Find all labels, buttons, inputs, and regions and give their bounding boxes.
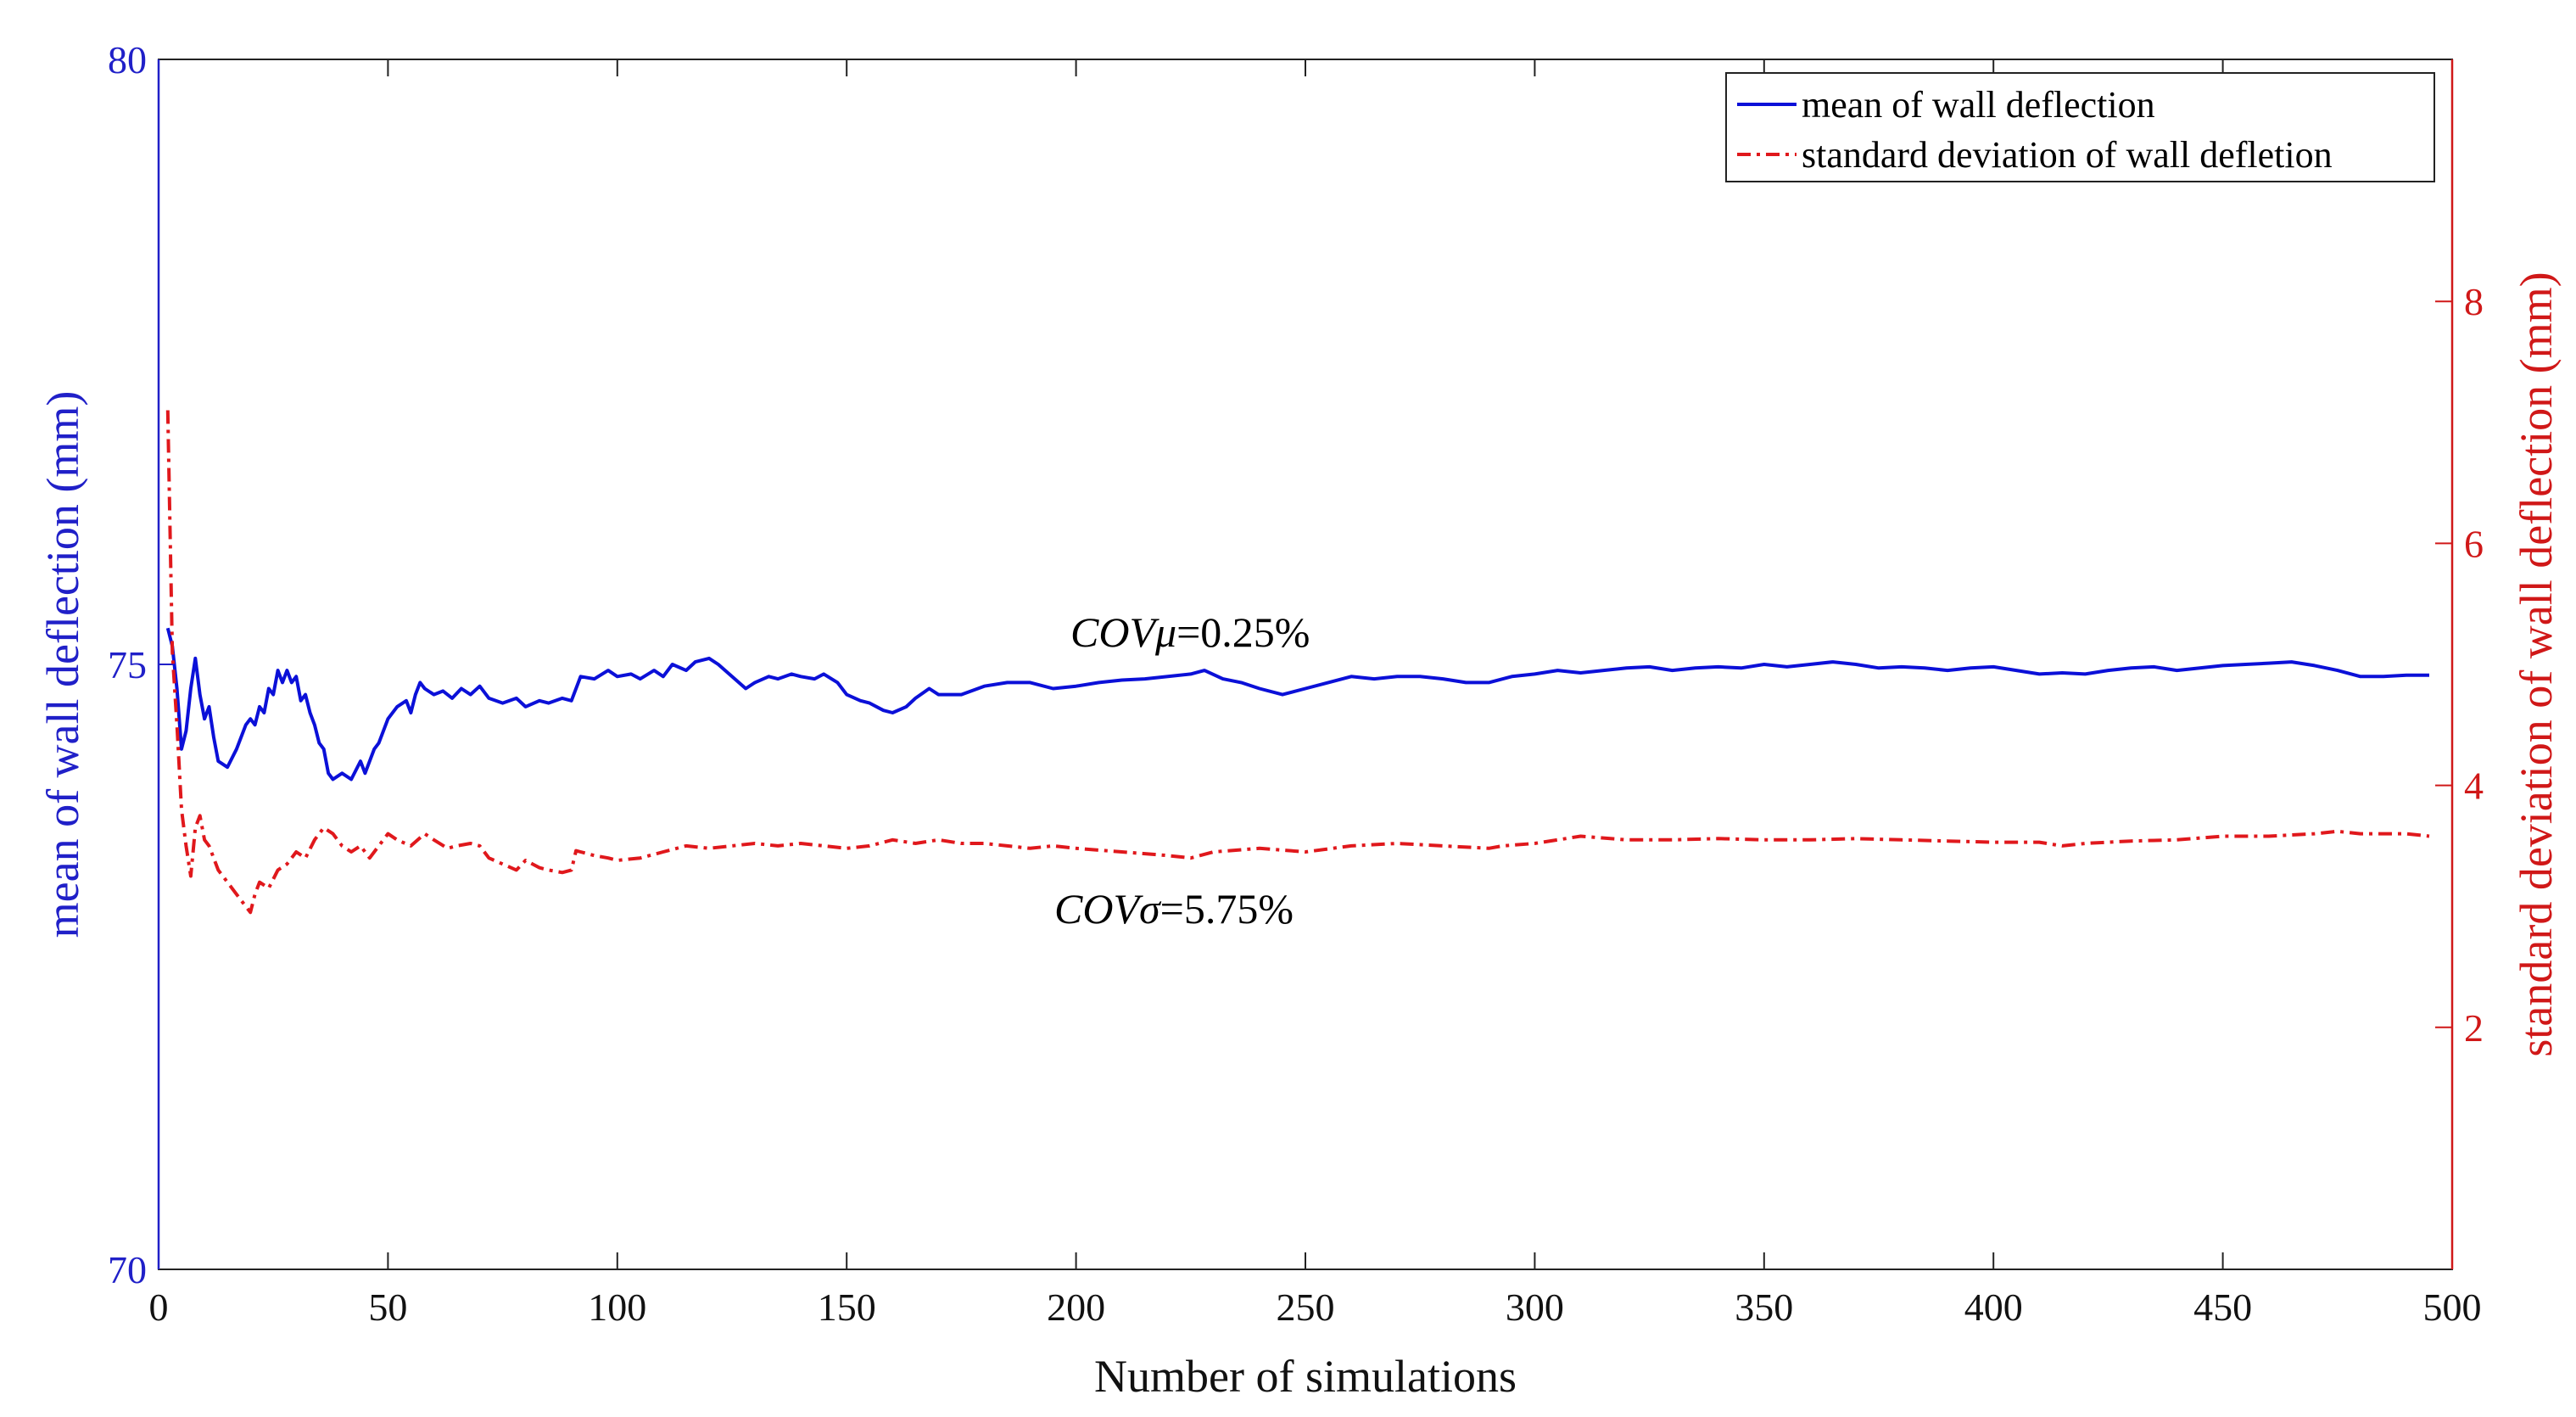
x-tick-label: 50 xyxy=(368,1285,407,1329)
x-tick-label: 300 xyxy=(1506,1285,1564,1329)
annotation-cov-mean-prefix: COV xyxy=(1070,608,1159,656)
x-tick-label: 100 xyxy=(588,1285,646,1329)
x-tick-label: 250 xyxy=(1277,1285,1335,1329)
right-y-tick-label: 8 xyxy=(2464,280,2484,323)
x-tick-label: 200 xyxy=(1047,1285,1105,1329)
right-y-tick-label: 6 xyxy=(2464,522,2484,565)
legend: mean of wall deflection standard deviati… xyxy=(1725,72,2435,182)
series-std-line xyxy=(165,410,2430,915)
annotation-cov-std-symbol: σ xyxy=(1139,885,1162,933)
right-y-tick-label: 4 xyxy=(2464,765,2484,808)
x-tick-label: 500 xyxy=(2423,1285,2482,1329)
x-axis-title: Number of simulations xyxy=(1094,1351,1517,1402)
left-y-tick-label: 75 xyxy=(108,643,147,686)
right-y-tick-label: 2 xyxy=(2464,1006,2484,1050)
x-tick-label: 0 xyxy=(149,1285,169,1329)
x-tick-label: 150 xyxy=(818,1285,876,1329)
x-tick-label: 350 xyxy=(1735,1285,1793,1329)
tick-labels: 0 50 100 150 200 250 300 350 400 450 500 70 75 80 2 4 6 8 xyxy=(108,38,2484,1329)
series-layer xyxy=(165,410,2430,915)
series-mean-line xyxy=(165,627,2429,781)
legend-label-mean: mean of wall deflection xyxy=(1802,84,2155,126)
x-tick-label: 450 xyxy=(2193,1285,2252,1329)
left-y-tick-label: 70 xyxy=(108,1248,147,1291)
legend-box xyxy=(1725,72,2435,182)
right-y-axis-title: standard deviation of wall deflection (m… xyxy=(2511,272,2562,1056)
left-y-tick-label: 80 xyxy=(108,38,147,81)
legend-label-std: standard deviation of wall defletion xyxy=(1802,134,2333,176)
annotation-cov-std: COVσ=5.75% xyxy=(1054,885,1294,933)
annotation-cov-std-prefix: COV xyxy=(1054,885,1143,933)
annotation-cov-std-value: =5.75% xyxy=(1160,885,1294,933)
left-y-axis-title: mean of wall deflection (mm) xyxy=(37,391,88,938)
annotation-cov-mean-value: =0.25% xyxy=(1176,608,1310,656)
annotation-cov-mean: COVμ=0.25% xyxy=(1070,608,1310,656)
annotation-cov-mean-symbol: μ xyxy=(1154,608,1176,656)
x-tick-label: 400 xyxy=(1964,1285,2023,1329)
